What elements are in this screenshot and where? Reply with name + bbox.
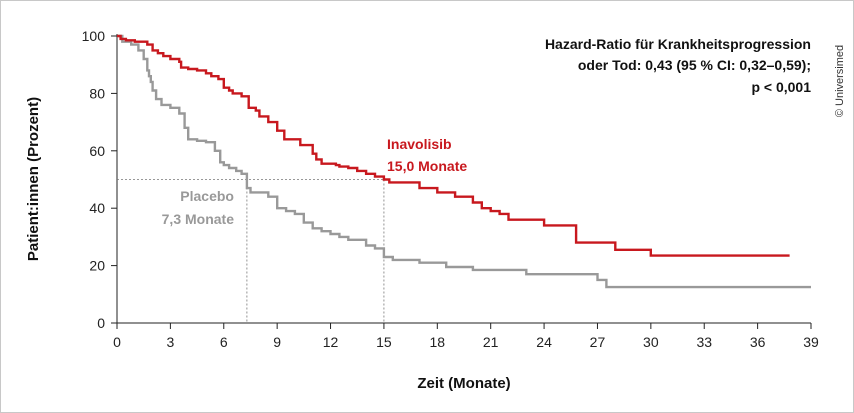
x-tick-label: 21 xyxy=(483,334,499,350)
y-tick-label: 40 xyxy=(89,200,105,216)
x-axis-title: Zeit (Monate) xyxy=(417,375,510,392)
y-tick-label: 60 xyxy=(89,143,105,159)
axes xyxy=(116,34,811,324)
x-tick-label: 39 xyxy=(803,334,819,350)
placebo-series-label: Placebo xyxy=(180,188,234,204)
x-tick-label: 36 xyxy=(750,334,766,350)
copyright-credit: © Universimed xyxy=(834,45,846,117)
x-tick-label: 18 xyxy=(430,334,446,350)
inavolisib-series-label: Inavolisib xyxy=(387,136,452,152)
y-tick-label: 0 xyxy=(97,315,105,331)
x-tick-label: 12 xyxy=(323,334,339,350)
y-tick-label: 20 xyxy=(89,258,105,274)
x-tick-label: 15 xyxy=(376,334,392,350)
x-tick-label: 9 xyxy=(273,334,281,350)
inavolisib-median-label: 15,0 Monate xyxy=(387,158,467,174)
y-tick-label: 100 xyxy=(82,28,106,44)
x-tick-label: 3 xyxy=(166,334,174,350)
placebo-survival-curve xyxy=(117,34,811,289)
hazard-ratio-line-3: p < 0,001 xyxy=(751,79,811,95)
hazard-ratio-line-1: Hazard-Ratio für Krankheitsprogression xyxy=(545,36,811,52)
hazard-ratio-line-2: oder Tod: 0,43 (95 % CI: 0,32–0,59); xyxy=(578,57,811,73)
median-guides xyxy=(117,179,385,323)
x-tick-label: 27 xyxy=(590,334,606,350)
x-tick-label: 6 xyxy=(220,334,228,350)
x-tick-label: 33 xyxy=(696,334,712,350)
x-tick-label: 0 xyxy=(113,334,121,350)
inavolisib-survival-curve xyxy=(117,34,790,257)
placebo-median-label: 7,3 Monate xyxy=(162,211,235,227)
survival-curves xyxy=(117,34,811,289)
x-tick-label: 30 xyxy=(643,334,659,350)
y-tick-label: 80 xyxy=(89,85,105,101)
x-tick-label: 24 xyxy=(536,334,552,350)
y-axis-title: Patient:innen (Prozent) xyxy=(25,97,42,261)
